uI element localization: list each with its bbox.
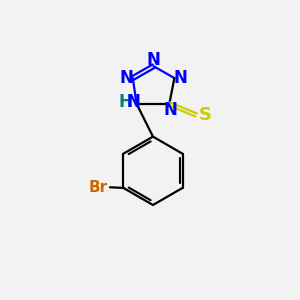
Text: N: N bbox=[126, 93, 140, 111]
Text: Br: Br bbox=[89, 180, 108, 195]
Text: N: N bbox=[164, 101, 178, 119]
Text: S: S bbox=[199, 106, 212, 124]
Text: H: H bbox=[118, 93, 132, 111]
Text: N: N bbox=[119, 69, 133, 87]
Text: N: N bbox=[174, 69, 188, 87]
Text: N: N bbox=[147, 51, 160, 69]
